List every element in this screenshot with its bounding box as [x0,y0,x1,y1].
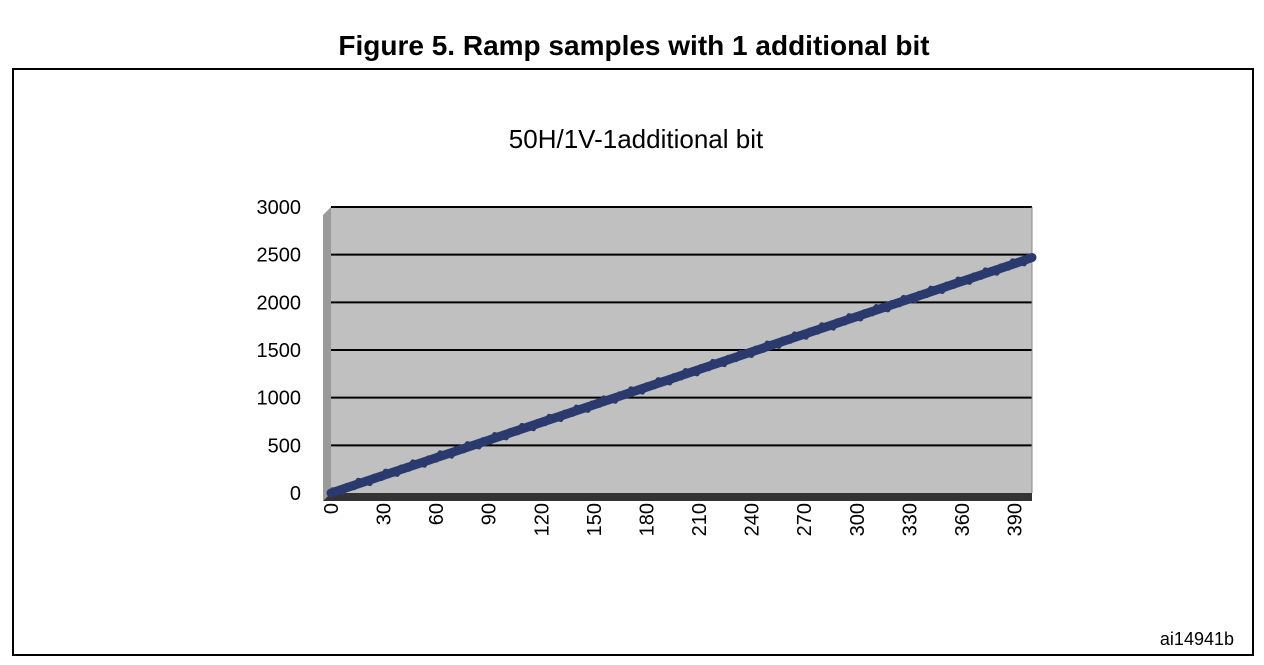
x-tick-label: 90 [479,503,501,525]
x-tick-label: 360 [952,503,974,536]
chart-title: 50H/1V-1additional bit [508,124,764,154]
series-ramp [326,253,1037,498]
gridlines [331,206,1033,493]
figure-code: ai14941b [1159,629,1234,649]
x-tick-label: 300 [847,503,869,536]
y-tick-label: 2500 [257,245,302,267]
x-tick-label: 330 [899,503,921,536]
figure-caption: Figure 5. Ramp samples with 1 additional… [338,30,930,61]
x-axis: 0 30 60 90 120 150 180 210 240 270 300 330 360 390 [321,503,1026,536]
x-tick-label: 120 [531,503,553,536]
y-tick-label: 500 [268,435,301,457]
series-noise [330,254,1033,496]
y-tick-label: 3000 [257,197,302,219]
figure-frame [12,68,1254,656]
x-tick-label: 210 [689,503,711,536]
plot-side-wall [323,207,331,501]
x-tick-label: 0 [321,503,343,514]
x-tick-label: 30 [374,503,396,525]
plot-floor [323,493,1032,501]
y-axis: 0 500 1000 1500 2000 2500 3000 [257,197,302,505]
y-tick-label: 2000 [257,292,302,314]
x-tick-label: 270 [794,503,816,536]
x-tick-label: 180 [636,503,658,536]
y-tick-label: 1500 [257,340,302,362]
y-tick-label: 0 [290,483,301,505]
x-tick-label: 240 [742,503,764,536]
x-tick-label: 60 [426,503,448,525]
y-tick-label: 1000 [257,388,302,410]
x-tick-label: 390 [1004,503,1026,536]
x-tick-label: 150 [584,503,606,536]
